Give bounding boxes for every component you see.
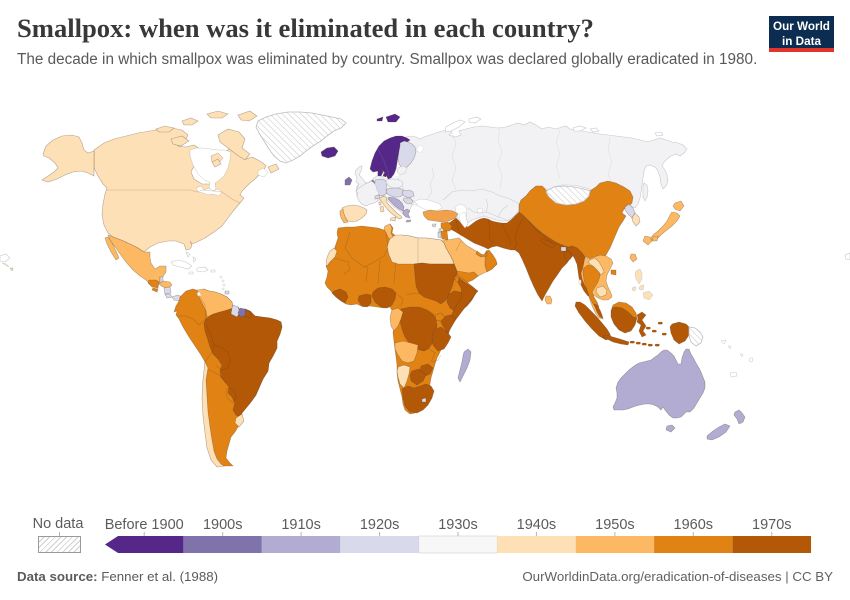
svg-text:1960s: 1960s — [674, 517, 714, 533]
svg-text:Before 1900: Before 1900 — [105, 517, 184, 533]
svg-text:1910s: 1910s — [281, 517, 321, 533]
svg-text:1920s: 1920s — [360, 517, 400, 533]
svg-text:1950s: 1950s — [595, 517, 635, 533]
svg-text:1970s: 1970s — [752, 517, 792, 533]
svg-text:1900s: 1900s — [203, 517, 243, 533]
svg-text:1940s: 1940s — [517, 517, 557, 533]
svg-text:1930s: 1930s — [438, 517, 478, 533]
